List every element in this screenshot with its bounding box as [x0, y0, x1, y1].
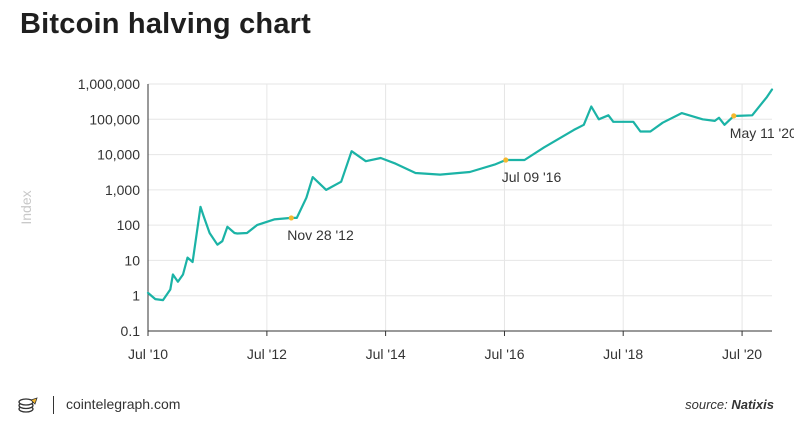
- y-axis-label: Index: [18, 190, 34, 224]
- halving-marker: [288, 215, 294, 221]
- x-tick-label: Jul '14: [366, 346, 406, 362]
- x-tick-label: Jul '16: [484, 346, 524, 362]
- y-tick-label: 100,000: [89, 111, 140, 127]
- y-tick-label: 10: [124, 252, 140, 268]
- x-tick-label: Jul '20: [722, 346, 762, 362]
- axes: 0.1 1 10 100 1,000 10,000 100,000 1,000,000 Jul …: [18, 76, 772, 362]
- y-tick-label: 1: [132, 288, 140, 304]
- halving-marker: [731, 113, 737, 119]
- halving-marker: [503, 157, 509, 163]
- annotations: Nov 28 '12 Jul 09 '16 May 11 '20: [287, 113, 794, 243]
- y-tick-label: 10,000: [97, 147, 140, 163]
- x-tick-label: Jul '18: [603, 346, 643, 362]
- y-tick-label: 1,000: [105, 182, 140, 198]
- source-prefix: source:: [685, 397, 732, 412]
- footer-divider: [53, 396, 54, 414]
- y-tick-label: 100: [117, 217, 141, 233]
- footer: cointelegraph.com source: Natixis: [0, 388, 794, 426]
- price-line: [146, 88, 774, 302]
- y-tick-label: 0.1: [121, 323, 141, 339]
- halving-label: Nov 28 '12: [287, 227, 354, 243]
- x-tick-label: Jul '10: [128, 346, 168, 362]
- series-line: [146, 88, 774, 302]
- halving-label: Jul 09 '16: [502, 169, 562, 185]
- chart-title: Bitcoin halving chart: [20, 8, 312, 40]
- chart-svg: 0.1 1 10 100 1,000 10,000 100,000 1,000,000 Jul …: [18, 76, 794, 362]
- y-tick-label: 1,000,000: [78, 76, 140, 92]
- grid: [147, 83, 772, 332]
- source-credit: source: Natixis: [685, 397, 774, 412]
- x-tick-label: Jul '12: [247, 346, 287, 362]
- site-link[interactable]: cointelegraph.com: [66, 396, 181, 412]
- cointelegraph-logo-icon: [18, 397, 38, 413]
- halving-label: May 11 '20: [730, 125, 794, 141]
- source-name: Natixis: [731, 397, 774, 412]
